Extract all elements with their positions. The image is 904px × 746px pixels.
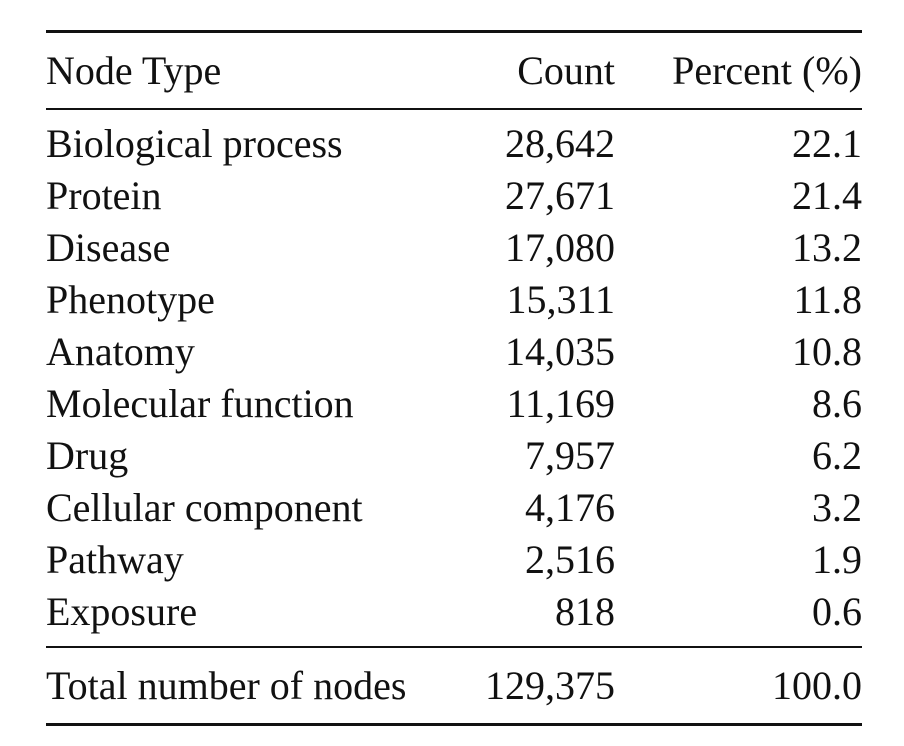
row-percent: 13.2 [792,225,862,270]
row-count: 14,035 [505,329,615,374]
row-node-type: Phenotype [46,277,215,322]
table-row: Phenotype 15,311 11.8 [46,274,862,326]
row-percent: 11.8 [793,277,862,322]
table-header-row: Node Type Count Percent (%) [46,33,862,108]
row-count: 28,642 [505,121,615,166]
row-percent: 0.6 [812,589,862,634]
total-label: Total number of nodes [46,662,407,708]
table-total-row: Total number of nodes 129,375 100.0 [46,648,862,723]
table-row: Protein 27,671 21.4 [46,170,862,222]
row-node-type: Cellular component [46,485,363,530]
header-count: Count [517,47,615,93]
table-row: Disease 17,080 13.2 [46,222,862,274]
table-row: Pathway 2,516 1.9 [46,534,862,586]
row-count: 11,169 [506,381,615,426]
row-node-type: Drug [46,433,129,478]
header-node-type: Node Type [46,47,222,93]
row-node-type: Biological process [46,121,343,166]
table-top-rule [46,30,862,33]
row-count: 7,957 [525,433,615,478]
total-percent: 100.0 [772,662,862,708]
table-row: Drug 7,957 6.2 [46,430,862,482]
row-percent: 6.2 [812,433,862,478]
table-row: Exposure 818 0.6 [46,586,862,638]
row-node-type: Exposure [46,589,198,634]
row-count: 17,080 [505,225,615,270]
row-percent: 10.8 [792,329,862,374]
total-count: 129,375 [485,662,615,708]
table-row: Molecular function 11,169 8.6 [46,378,862,430]
row-node-type: Protein [46,173,162,218]
header-percent: Percent (%) [672,47,862,93]
row-count: 2,516 [525,537,615,582]
row-count: 818 [555,589,615,634]
table-row: Anatomy 14,035 10.8 [46,326,862,378]
row-node-type: Pathway [46,537,184,582]
row-count: 4,176 [525,485,615,530]
node-type-table: Node Type Count Percent (%) Biological p… [46,30,862,726]
row-percent: 3.2 [812,485,862,530]
table-row: Biological process 28,642 22.1 [46,118,862,170]
row-node-type: Anatomy [46,329,195,374]
row-percent: 8.6 [812,381,862,426]
table-row: Cellular component 4,176 3.2 [46,482,862,534]
row-node-type: Molecular function [46,381,354,426]
row-count: 27,671 [505,173,615,218]
row-count: 15,311 [506,277,615,322]
row-node-type: Disease [46,225,171,270]
table-header-rule [46,108,862,110]
table-bottom-rule [46,723,862,726]
row-percent: 21.4 [792,173,862,218]
table-total-rule [46,646,862,648]
row-percent: 22.1 [792,121,862,166]
row-percent: 1.9 [812,537,862,582]
